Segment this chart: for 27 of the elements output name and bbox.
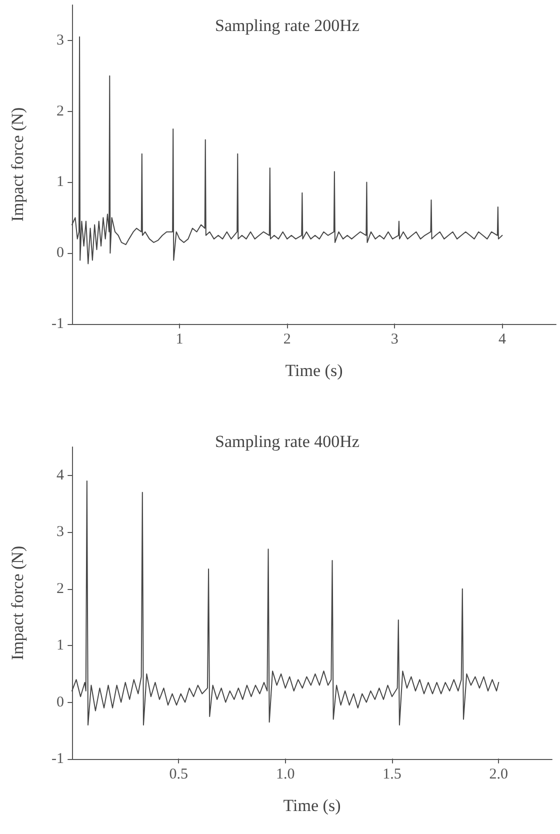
y-tick-label: -1 (52, 751, 64, 767)
y-tick-label: 0 (56, 245, 64, 262)
y-tick-label: 1 (56, 174, 64, 190)
chart-title: Sampling rate 400Hz (215, 432, 360, 451)
y-tick-label: 4 (56, 467, 64, 484)
x-tick-label: 0.5 (169, 766, 188, 782)
x-tick-label: 1.0 (276, 766, 295, 782)
x-tick-label: 3 (390, 332, 398, 348)
text: Sampling rate 200Hz (215, 16, 360, 35)
y-tick-label: 2 (56, 103, 64, 120)
x-tick-label: 2.0 (489, 766, 508, 782)
line-series (72, 36, 503, 264)
x-tick-label: 1.5 (382, 766, 402, 782)
y-tick-label: 0 (56, 694, 64, 710)
x-axis-title: Time (s) (285, 361, 343, 380)
y-tick-label: 3 (56, 524, 64, 540)
y-axis-title: Impact force (N) (8, 107, 27, 222)
y-tick-label: 2 (56, 580, 64, 597)
line-series (72, 480, 500, 726)
y-tick-label: 1 (56, 638, 64, 654)
x-tick-label: 2 (283, 332, 291, 348)
x-axis-title: Time (s) (283, 796, 341, 815)
x-tick-label: 4 (498, 332, 506, 348)
x-tick-label: 1 (176, 332, 184, 348)
y-axis-title: Impact force (N) (8, 546, 27, 660)
y-tick-label: 3 (56, 32, 64, 48)
y-tick-label: -1 (52, 316, 64, 332)
